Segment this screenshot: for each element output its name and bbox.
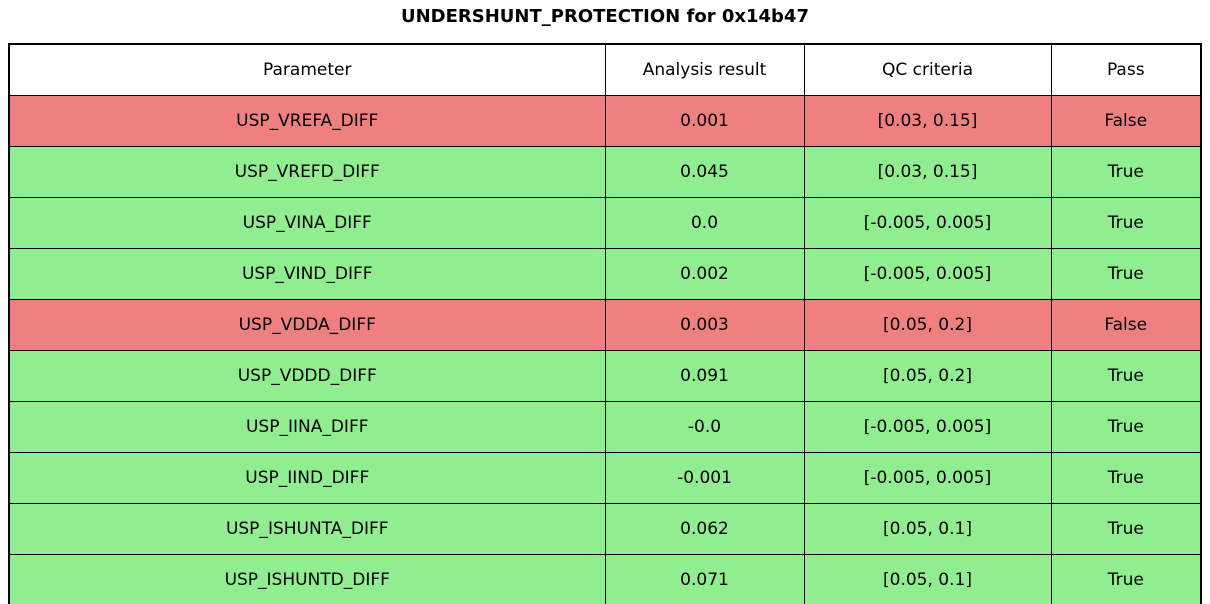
parameter-cell: USP_ISHUNTA_DIFF xyxy=(8,503,606,555)
pass-cell: True xyxy=(1050,248,1202,300)
parameter-cell: USP_VDDD_DIFF xyxy=(8,350,606,402)
parameter-cell: USP_IINA_DIFF xyxy=(8,401,606,453)
parameter-cell: USP_VREFD_DIFF xyxy=(8,146,606,198)
column-header-analysis-result: Analysis result xyxy=(604,43,805,96)
column-header-qc-criteria: QC criteria xyxy=(803,43,1052,96)
parameter-cell: USP_VINA_DIFF xyxy=(8,197,606,249)
pass-cell: True xyxy=(1050,554,1202,604)
table-header: Parameter Analysis result QC criteria Pass xyxy=(8,43,1202,96)
parameter-cell: USP_VDDA_DIFF xyxy=(8,299,606,351)
table-row: USP_ISHUNTD_DIFF 0.071 [0.05, 0.1] True xyxy=(8,554,1202,604)
chart-title: UNDERSHUNT_PROTECTION for 0x14b47 xyxy=(401,6,809,27)
parameter-cell: USP_VREFA_DIFF xyxy=(8,95,606,147)
qc-criteria-cell: [0.05, 0.2] xyxy=(803,350,1052,402)
pass-cell: True xyxy=(1050,401,1202,453)
pass-cell: True xyxy=(1050,503,1202,555)
pass-cell: True xyxy=(1050,350,1202,402)
parameter-cell: USP_VIND_DIFF xyxy=(8,248,606,300)
table-row: USP_VREFD_DIFF 0.045 [0.03, 0.15] True xyxy=(8,146,1202,198)
pass-cell: False xyxy=(1050,95,1202,147)
qc-criteria-cell: [-0.005, 0.005] xyxy=(803,197,1052,249)
qc-results-table: Parameter Analysis result QC criteria Pass … xyxy=(8,43,1202,604)
analysis-result-cell: 0.003 xyxy=(604,299,805,351)
analysis-result-cell: -0.0 xyxy=(604,401,805,453)
parameter-cell: USP_IIND_DIFF xyxy=(8,452,606,504)
pass-cell: False xyxy=(1050,299,1202,351)
qc-criteria-cell: [0.03, 0.15] xyxy=(803,146,1052,198)
analysis-result-cell: -0.001 xyxy=(604,452,805,504)
qc-criteria-cell: [0.05, 0.2] xyxy=(803,299,1052,351)
analysis-result-cell: 0.0 xyxy=(604,197,805,249)
analysis-result-cell: 0.091 xyxy=(604,350,805,402)
header-row: Parameter Analysis result QC criteria Pass xyxy=(8,43,1202,96)
qc-criteria-cell: [-0.005, 0.005] xyxy=(803,401,1052,453)
table-row: USP_VDDD_DIFF 0.091 [0.05, 0.2] True xyxy=(8,350,1202,402)
analysis-result-cell: 0.045 xyxy=(604,146,805,198)
table-body: USP_VREFA_DIFF 0.001 [0.03, 0.15] False USP_… xyxy=(8,95,1202,604)
table-row: USP_VREFA_DIFF 0.001 [0.03, 0.15] False xyxy=(8,95,1202,147)
qc-criteria-cell: [-0.005, 0.005] xyxy=(803,452,1052,504)
analysis-result-cell: 0.071 xyxy=(604,554,805,604)
table-row: USP_IIND_DIFF -0.001 [-0.005, 0.005] True xyxy=(8,452,1202,504)
column-header-pass: Pass xyxy=(1050,43,1202,96)
table-row: USP_VIND_DIFF 0.002 [-0.005, 0.005] True xyxy=(8,248,1202,300)
analysis-result-cell: 0.062 xyxy=(604,503,805,555)
pass-cell: True xyxy=(1050,146,1202,198)
table-row: USP_VINA_DIFF 0.0 [-0.005, 0.005] True xyxy=(8,197,1202,249)
qc-criteria-cell: [0.05, 0.1] xyxy=(803,503,1052,555)
table-row: USP_VDDA_DIFF 0.003 [0.05, 0.2] False xyxy=(8,299,1202,351)
qc-criteria-cell: [0.03, 0.15] xyxy=(803,95,1052,147)
analysis-result-cell: 0.002 xyxy=(604,248,805,300)
column-header-parameter: Parameter xyxy=(8,43,606,96)
qc-criteria-cell: [0.05, 0.1] xyxy=(803,554,1052,604)
analysis-result-cell: 0.001 xyxy=(604,95,805,147)
pass-cell: True xyxy=(1050,197,1202,249)
table-row: USP_IINA_DIFF -0.0 [-0.005, 0.005] True xyxy=(8,401,1202,453)
parameter-cell: USP_ISHUNTD_DIFF xyxy=(8,554,606,604)
pass-cell: True xyxy=(1050,452,1202,504)
qc-criteria-cell: [-0.005, 0.005] xyxy=(803,248,1052,300)
table-row: USP_ISHUNTA_DIFF 0.062 [0.05, 0.1] True xyxy=(8,503,1202,555)
